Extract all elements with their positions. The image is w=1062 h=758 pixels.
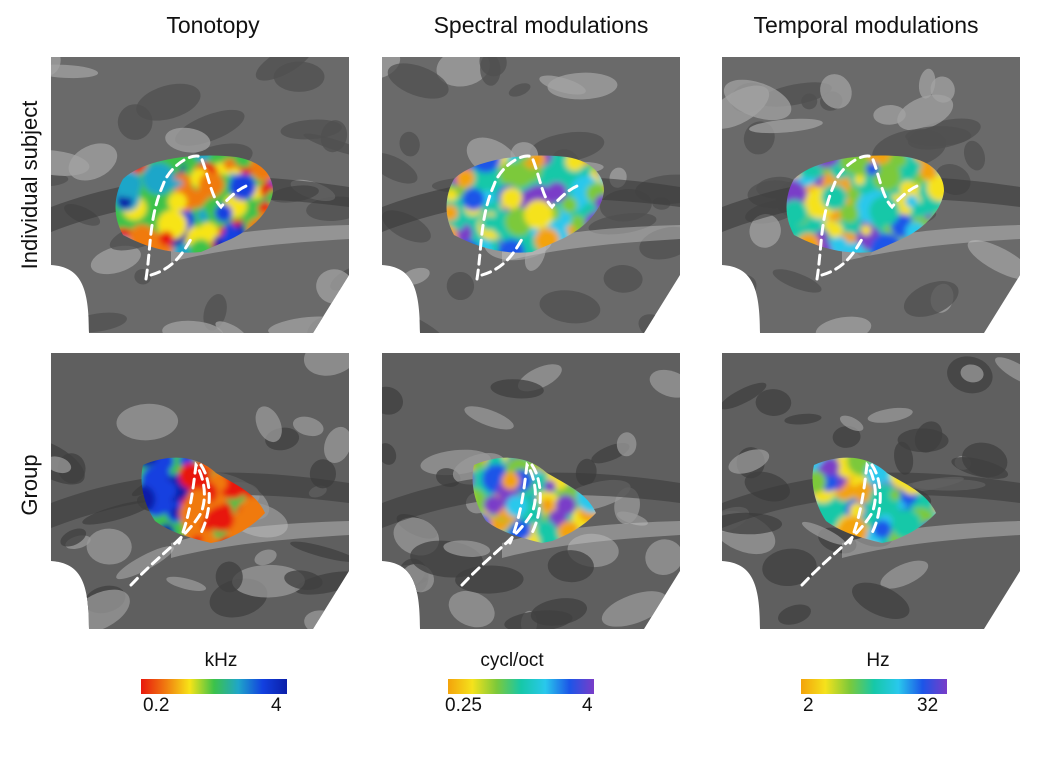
column-title-temporal-modulations: Temporal modulations <box>753 12 979 38</box>
column-title-tonotopy: Tonotopy <box>166 12 260 38</box>
panel-group-tonotopy <box>51 353 349 629</box>
colorbar-max-label: 4 <box>582 695 593 716</box>
colorbar-unit-khz: kHz <box>204 650 238 671</box>
colorbar-spectral <box>448 679 594 694</box>
panel-group-spectral <box>382 353 680 629</box>
panel-individual-temporal <box>722 57 1020 333</box>
colorbar-temporal <box>801 679 947 694</box>
panel-group-temporal <box>722 353 1020 629</box>
row-label-individual-subject: Individual subject <box>17 100 42 270</box>
colorbar-tonotopy <box>141 679 287 694</box>
colorbar-max-label: 4 <box>271 695 282 716</box>
colorbar-unit-cycl-oct: cycl/oct <box>480 650 544 671</box>
colorbar-min-label: 2 <box>803 695 814 716</box>
panel-individual-spectral <box>382 57 680 333</box>
colorbar-unit-hz: Hz <box>866 650 890 671</box>
colorbar-min-label: 0.25 <box>445 695 482 716</box>
column-title-spectral-modulations: Spectral modulations <box>433 12 649 38</box>
colorbar-max-label: 32 <box>917 695 939 716</box>
row-label-group: Group <box>17 454 42 516</box>
colorbar-min-label: 0.2 <box>143 695 170 716</box>
panel-individual-tonotopy <box>51 57 349 333</box>
